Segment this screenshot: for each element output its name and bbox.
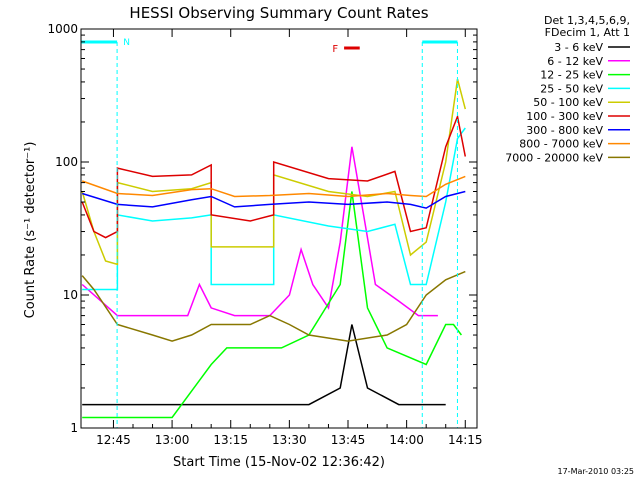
y-axis-label: Count Rate (s⁻¹ detector⁻¹) <box>23 142 38 319</box>
plot-frame <box>80 28 478 429</box>
legend-label: 7000 - 20000 keV <box>505 151 603 164</box>
footer-timestamp: 17-Mar-2010 03:25 <box>558 467 635 476</box>
series-line-2 <box>82 191 462 419</box>
chart-title: HESSI Observing Summary Count Rates <box>129 4 428 22</box>
legend-label: 6 - 12 keV <box>547 55 603 68</box>
legend-header-line: FDecim 1, Att 1 <box>545 26 630 39</box>
saa-label: N <box>123 38 130 48</box>
legend-label: 50 - 100 keV <box>533 96 603 109</box>
y-tick-label: 1000 <box>47 22 78 36</box>
flare-label: F <box>332 44 338 55</box>
marker-layer: FN <box>81 38 458 428</box>
x-tick-label: 13:30 <box>272 433 307 447</box>
series-line-8 <box>81 270 466 342</box>
x-tick-label: 12:45 <box>96 433 131 447</box>
legend-label: 12 - 25 keV <box>540 69 603 82</box>
x-tick-label: 13:15 <box>213 433 248 447</box>
y-axis: 1 10 100 1000 <box>47 22 477 435</box>
y-tick-label: 1 <box>70 421 78 435</box>
legend-label: 25 - 50 keV <box>540 82 603 95</box>
legend-label: 100 - 300 keV <box>526 110 603 123</box>
y-tick-label: 100 <box>55 155 78 169</box>
series-line-1 <box>81 146 438 317</box>
legend-label: 800 - 7000 keV <box>519 138 603 151</box>
legend-label: 3 - 6 keV <box>554 41 603 54</box>
x-tick-label: 13:00 <box>155 433 190 447</box>
x-axis: 12:45 13:00 13:15 13:30 13:45 14:00 14:15 <box>96 29 483 447</box>
series-line-4 <box>81 78 467 266</box>
x-tick-label: 14:15 <box>448 433 483 447</box>
legend-label: 300 - 800 keV <box>526 124 603 137</box>
legend: Det 1,3,4,5,6,9,FDecim 1, Att 1 3 - 6 keV… <box>505 14 630 164</box>
y-tick-label: 10 <box>63 288 78 302</box>
x-tick-label: 14:00 <box>389 433 424 447</box>
x-tick-label: 13:45 <box>331 433 366 447</box>
series-line-7 <box>81 175 466 198</box>
series-layer <box>81 78 467 419</box>
series-line-6 <box>81 190 466 209</box>
legend-header-line: Det 1,3,4,5,6,9, <box>544 14 630 27</box>
series-line-0 <box>82 324 446 406</box>
x-axis-label: Start Time (15-Nov-02 12:36:42) <box>173 455 385 470</box>
